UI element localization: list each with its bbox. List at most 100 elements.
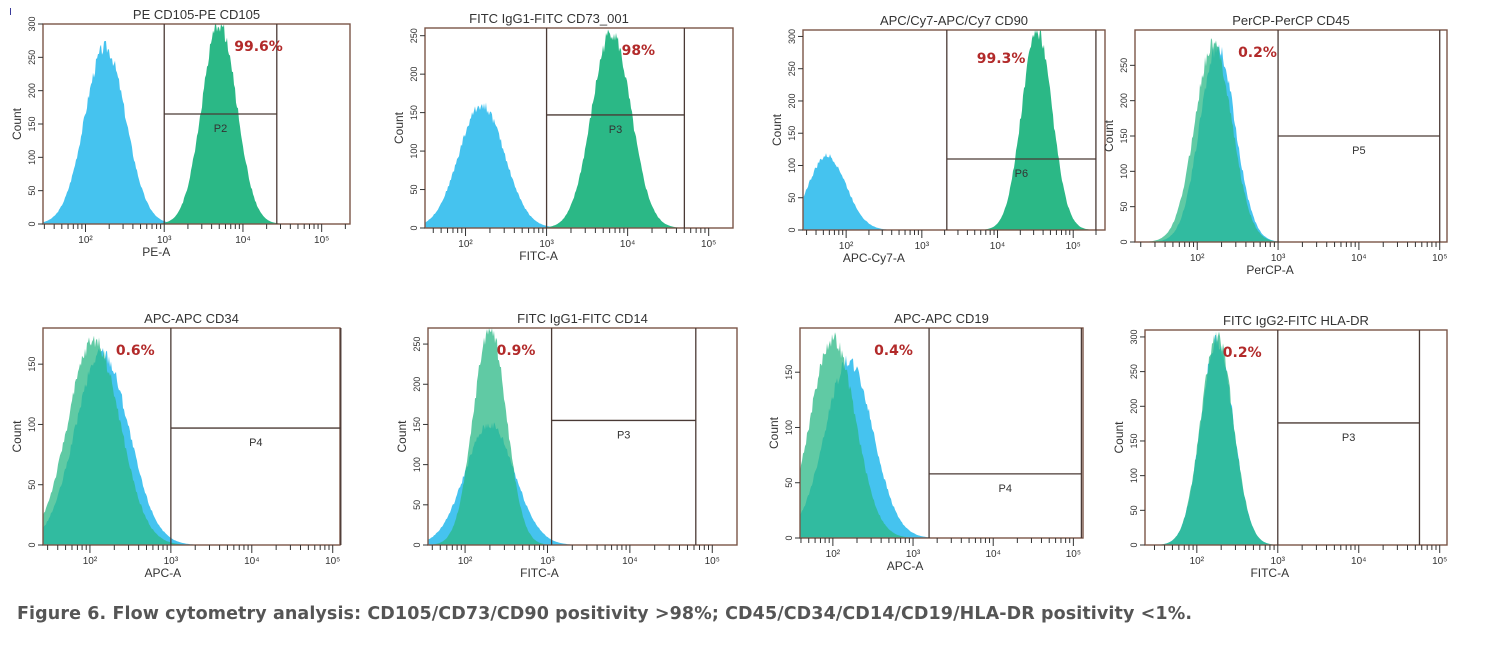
x-tick-label: 10⁵ — [705, 556, 720, 567]
y-tick-label: 50 — [787, 193, 797, 203]
y-tick-label: 50 — [27, 186, 37, 196]
y-tick-label: 200 — [787, 93, 797, 108]
flow-cytometry-panels: P2 99.6% PE CD105-PE CD105 10² 10³ 10⁴ 10⁵ PE-A… — [10, 7, 1448, 580]
y-tick-label: 0 — [1119, 239, 1129, 244]
percent-label: 0.6% — [116, 343, 155, 359]
x-tick-label: 10³ — [906, 549, 921, 560]
x-tick-label: 10⁵ — [1066, 241, 1081, 252]
y-tick-label: 200 — [1129, 399, 1139, 414]
x-tick-label: 10³ — [915, 241, 930, 252]
x-axis-label: PerCP-A — [1246, 263, 1293, 277]
plot-frame — [799, 327, 1084, 539]
x-tick-label: 10³ — [1271, 556, 1286, 567]
panel-title: APC-APC CD34 — [144, 311, 239, 326]
y-tick-label: 100 — [409, 144, 419, 159]
y-tick-label: 0 — [1129, 542, 1139, 547]
y-tick-label: 250 — [412, 337, 422, 352]
y-tick-label: 100 — [784, 420, 794, 435]
isotype-histogram — [43, 41, 350, 224]
y-tick-label: 50 — [412, 500, 422, 510]
plot-frame — [1144, 329, 1448, 546]
x-tick-label: 10⁵ — [1432, 253, 1447, 264]
gate-label: P6 — [1015, 168, 1028, 180]
y-axis-label: Count — [10, 420, 24, 453]
stained-histogram — [1145, 331, 1447, 545]
y-tick-label: 150 — [784, 365, 794, 380]
stained-histogram — [43, 24, 350, 224]
y-tick-label: 100 — [412, 457, 422, 472]
stained-histogram — [1135, 38, 1447, 242]
y-tick-label: 100 — [27, 417, 37, 432]
stained-histogram — [43, 335, 340, 545]
panel-title: PE CD105-PE CD105 — [133, 7, 260, 22]
y-tick-label: 50 — [1129, 505, 1139, 515]
histogram-panel: P3 0.9% FITC IgG1-FITC CD14 10² 10³ 10⁴ 10⁵ FIT… — [395, 311, 738, 580]
gate-label: P3 — [617, 429, 630, 441]
y-axis-label: Count — [1112, 421, 1126, 454]
percent-label: 0.4% — [874, 343, 913, 359]
y-tick-label: 250 — [409, 28, 419, 43]
y-tick-label: 50 — [409, 185, 419, 195]
y-tick-label: 150 — [409, 105, 419, 120]
x-axis-label: APC-A — [145, 566, 182, 580]
x-tick-label: 10⁴ — [1351, 556, 1366, 567]
x-tick-label: 10³ — [540, 556, 555, 567]
gate-label: P3 — [609, 124, 622, 136]
y-tick-label: 100 — [787, 158, 797, 173]
x-axis-label: FITC-A — [1250, 566, 1289, 580]
y-axis-label: Count — [1102, 119, 1116, 152]
plot-frame — [802, 29, 1106, 231]
gate-label: P5 — [1352, 145, 1365, 157]
x-axis-label: APC-A — [887, 559, 924, 573]
y-tick-label: 150 — [412, 417, 422, 432]
y-axis-label: Count — [770, 113, 784, 146]
histogram-panel: P6 99.3% APC/Cy7-APC/Cy7 CD90 10² 10³ 10⁴ 10⁵ A… — [770, 13, 1106, 265]
histogram-panel: P4 0.4% APC-APC CD19 10² 10³ 10⁴ 10⁵ APC-A 0 50 10… — [767, 311, 1084, 573]
corner-mark — [10, 8, 11, 15]
histogram-panel: P3 0.2% FITC IgG2-FITC HLA-DR 10² 10³ 10⁴ 10⁵ F… — [1112, 313, 1448, 580]
y-tick-label: 300 — [1129, 329, 1139, 344]
x-tick-label: 10² — [458, 239, 473, 250]
x-axis-label: FITC-A — [520, 566, 559, 580]
stained-histogram — [425, 29, 733, 228]
x-tick-label: 10⁴ — [620, 239, 635, 250]
y-tick-label: 200 — [409, 67, 419, 82]
y-axis-label: Count — [392, 111, 406, 144]
gate-label: P4 — [999, 483, 1012, 495]
panel-title: FITC IgG2-FITC HLA-DR — [1223, 313, 1369, 328]
y-tick-label: 200 — [27, 83, 37, 98]
y-axis-label: Count — [395, 420, 409, 453]
plot-frame — [424, 27, 734, 229]
y-tick-label: 250 — [787, 61, 797, 76]
isotype-histogram — [803, 153, 1105, 230]
y-tick-label: 150 — [1119, 128, 1129, 143]
histogram-panel: P2 99.6% PE CD105-PE CD105 10² 10³ 10⁴ 10⁵ PE-A… — [10, 7, 351, 259]
x-tick-label: 10² — [826, 549, 841, 560]
plot-frame — [42, 327, 341, 546]
x-tick-label: 10³ — [539, 239, 554, 250]
y-tick-label: 0 — [27, 221, 37, 226]
stained-histogram — [800, 332, 1083, 538]
x-tick-label: 10² — [83, 556, 98, 567]
y-axis-label: Count — [767, 416, 781, 449]
percent-label: 99.3% — [977, 51, 1026, 67]
y-tick-label: 250 — [1119, 58, 1129, 73]
y-tick-label: 300 — [787, 29, 797, 44]
isotype-histogram — [425, 102, 733, 228]
percent-label: 99.6% — [234, 39, 283, 55]
gate-label: P4 — [249, 437, 262, 449]
plot-frame — [427, 327, 738, 546]
y-tick-label: 0 — [27, 542, 37, 547]
gate-label: P3 — [1342, 432, 1355, 444]
y-tick-label: 200 — [1119, 93, 1129, 108]
y-tick-label: 50 — [784, 478, 794, 488]
y-tick-label: 0 — [784, 535, 794, 540]
panel-title: APC-APC CD19 — [894, 311, 989, 326]
figure-caption: Figure 6. Flow cytometry analysis: CD105… — [17, 604, 1193, 624]
x-tick-label: 10³ — [157, 235, 172, 246]
panel-title: APC/Cy7-APC/Cy7 CD90 — [880, 13, 1028, 28]
panel-title: FITC IgG1-FITC CD14 — [517, 311, 648, 326]
panel-title: PerCP-PerCP CD45 — [1232, 13, 1350, 28]
x-tick-label: 10² — [458, 556, 473, 567]
y-tick-label: 150 — [27, 116, 37, 131]
